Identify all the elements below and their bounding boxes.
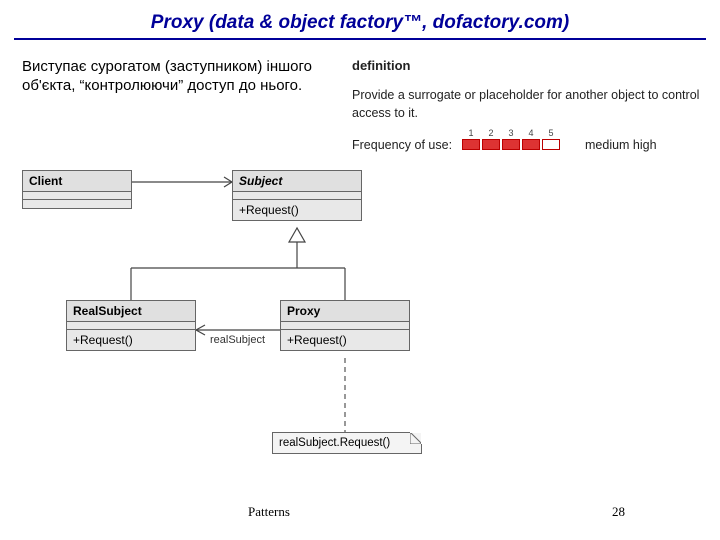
class-subject: Subject +Request() xyxy=(232,170,362,221)
definition-line-2: access to it. xyxy=(352,106,418,120)
class-subject-op-0: +Request() xyxy=(233,200,361,220)
frequency-bar-box xyxy=(522,139,540,150)
class-client-name: Client xyxy=(23,171,131,192)
class-client: Client xyxy=(22,170,132,209)
page-title: Proxy (data & object factory™, dofactory… xyxy=(0,0,720,38)
class-realsubject-name: RealSubject xyxy=(67,301,195,322)
frequency-bar: 2 xyxy=(482,128,500,150)
class-proxy-name: Proxy xyxy=(281,301,409,322)
title-underline xyxy=(14,38,706,40)
frequency-bar-box xyxy=(482,139,500,150)
frequency-bar-number: 2 xyxy=(488,128,493,138)
frequency-bar-number: 5 xyxy=(548,128,553,138)
class-realsubject: RealSubject +Request() xyxy=(66,300,196,351)
class-subject-name: Subject xyxy=(233,171,361,192)
frequency-bar-box xyxy=(462,139,480,150)
frequency-bar-box xyxy=(502,139,520,150)
footer-label: Patterns xyxy=(248,504,290,520)
frequency-bar: 1 xyxy=(462,128,480,150)
definition-heading: definition xyxy=(352,58,411,73)
frequency-bar: 4 xyxy=(522,128,540,150)
frequency-bar-number: 1 xyxy=(468,128,473,138)
uml-diagram: Client Subject +Request() RealSubject +R… xyxy=(22,170,522,500)
class-proxy: Proxy +Request() xyxy=(280,300,410,351)
class-client-ops xyxy=(23,200,131,208)
definition-line-1: Provide a surrogate or placeholder for a… xyxy=(352,86,720,104)
class-proxy-attrs xyxy=(281,322,409,330)
class-subject-attrs xyxy=(233,192,361,200)
class-client-attrs xyxy=(23,192,131,200)
description-text: Виступає сурогатом (заступником) іншого … xyxy=(22,58,322,96)
frequency-bar-number: 3 xyxy=(508,128,513,138)
uml-note-text: realSubject.Request() xyxy=(279,437,390,449)
class-realsubject-op-0: +Request() xyxy=(67,330,195,350)
note-fold-icon xyxy=(410,432,422,444)
class-proxy-op-0: +Request() xyxy=(281,330,409,350)
class-realsubject-attrs xyxy=(67,322,195,330)
frequency-bar: 5 xyxy=(542,128,560,150)
frequency-value: medium high xyxy=(585,138,657,152)
assoc-label-realsubject: realSubject xyxy=(210,334,265,346)
frequency-bar: 3 xyxy=(502,128,520,150)
frequency-bar-number: 4 xyxy=(528,128,533,138)
uml-note: realSubject.Request() xyxy=(272,432,422,454)
page-number: 28 xyxy=(612,504,625,520)
frequency-label: Frequency of use: xyxy=(352,138,452,152)
frequency-bars: 1 2 3 4 5 xyxy=(462,128,560,150)
frequency-bar-box xyxy=(542,139,560,150)
